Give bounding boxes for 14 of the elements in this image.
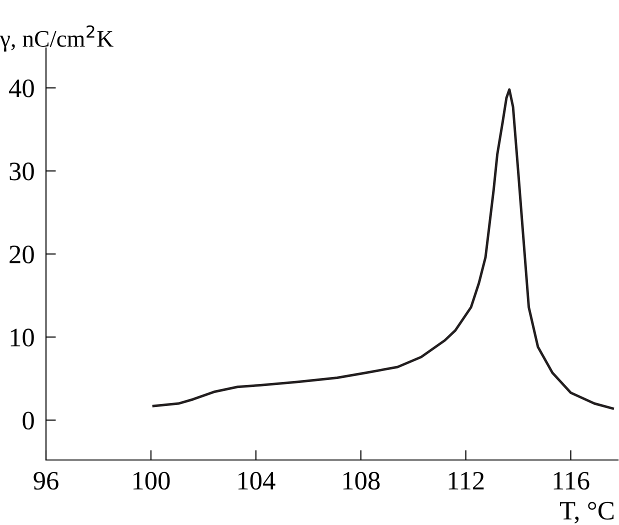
y-axis-title: γ, nC/cm$^{2}$K (0, 25, 114, 52)
y-tick-label: 40 (9, 79, 34, 98)
y-tick-label: 20 (10, 246, 34, 264)
y-tick-label: 30 (10, 162, 34, 180)
x-tick-label: 108 (343, 472, 380, 490)
x-tick-label: 96 (34, 472, 58, 490)
x-tick-label: 100 (133, 472, 170, 490)
y-tick-label: 0 (22, 412, 34, 430)
line-series (152, 88, 614, 410)
x-axis-title: T, °C (560, 502, 614, 524)
x-tick-label: 112 (448, 472, 484, 490)
x-tick-label: 104 (238, 472, 276, 490)
x-tick-label: 116 (554, 472, 590, 490)
y-tick-label: 10 (10, 328, 34, 346)
